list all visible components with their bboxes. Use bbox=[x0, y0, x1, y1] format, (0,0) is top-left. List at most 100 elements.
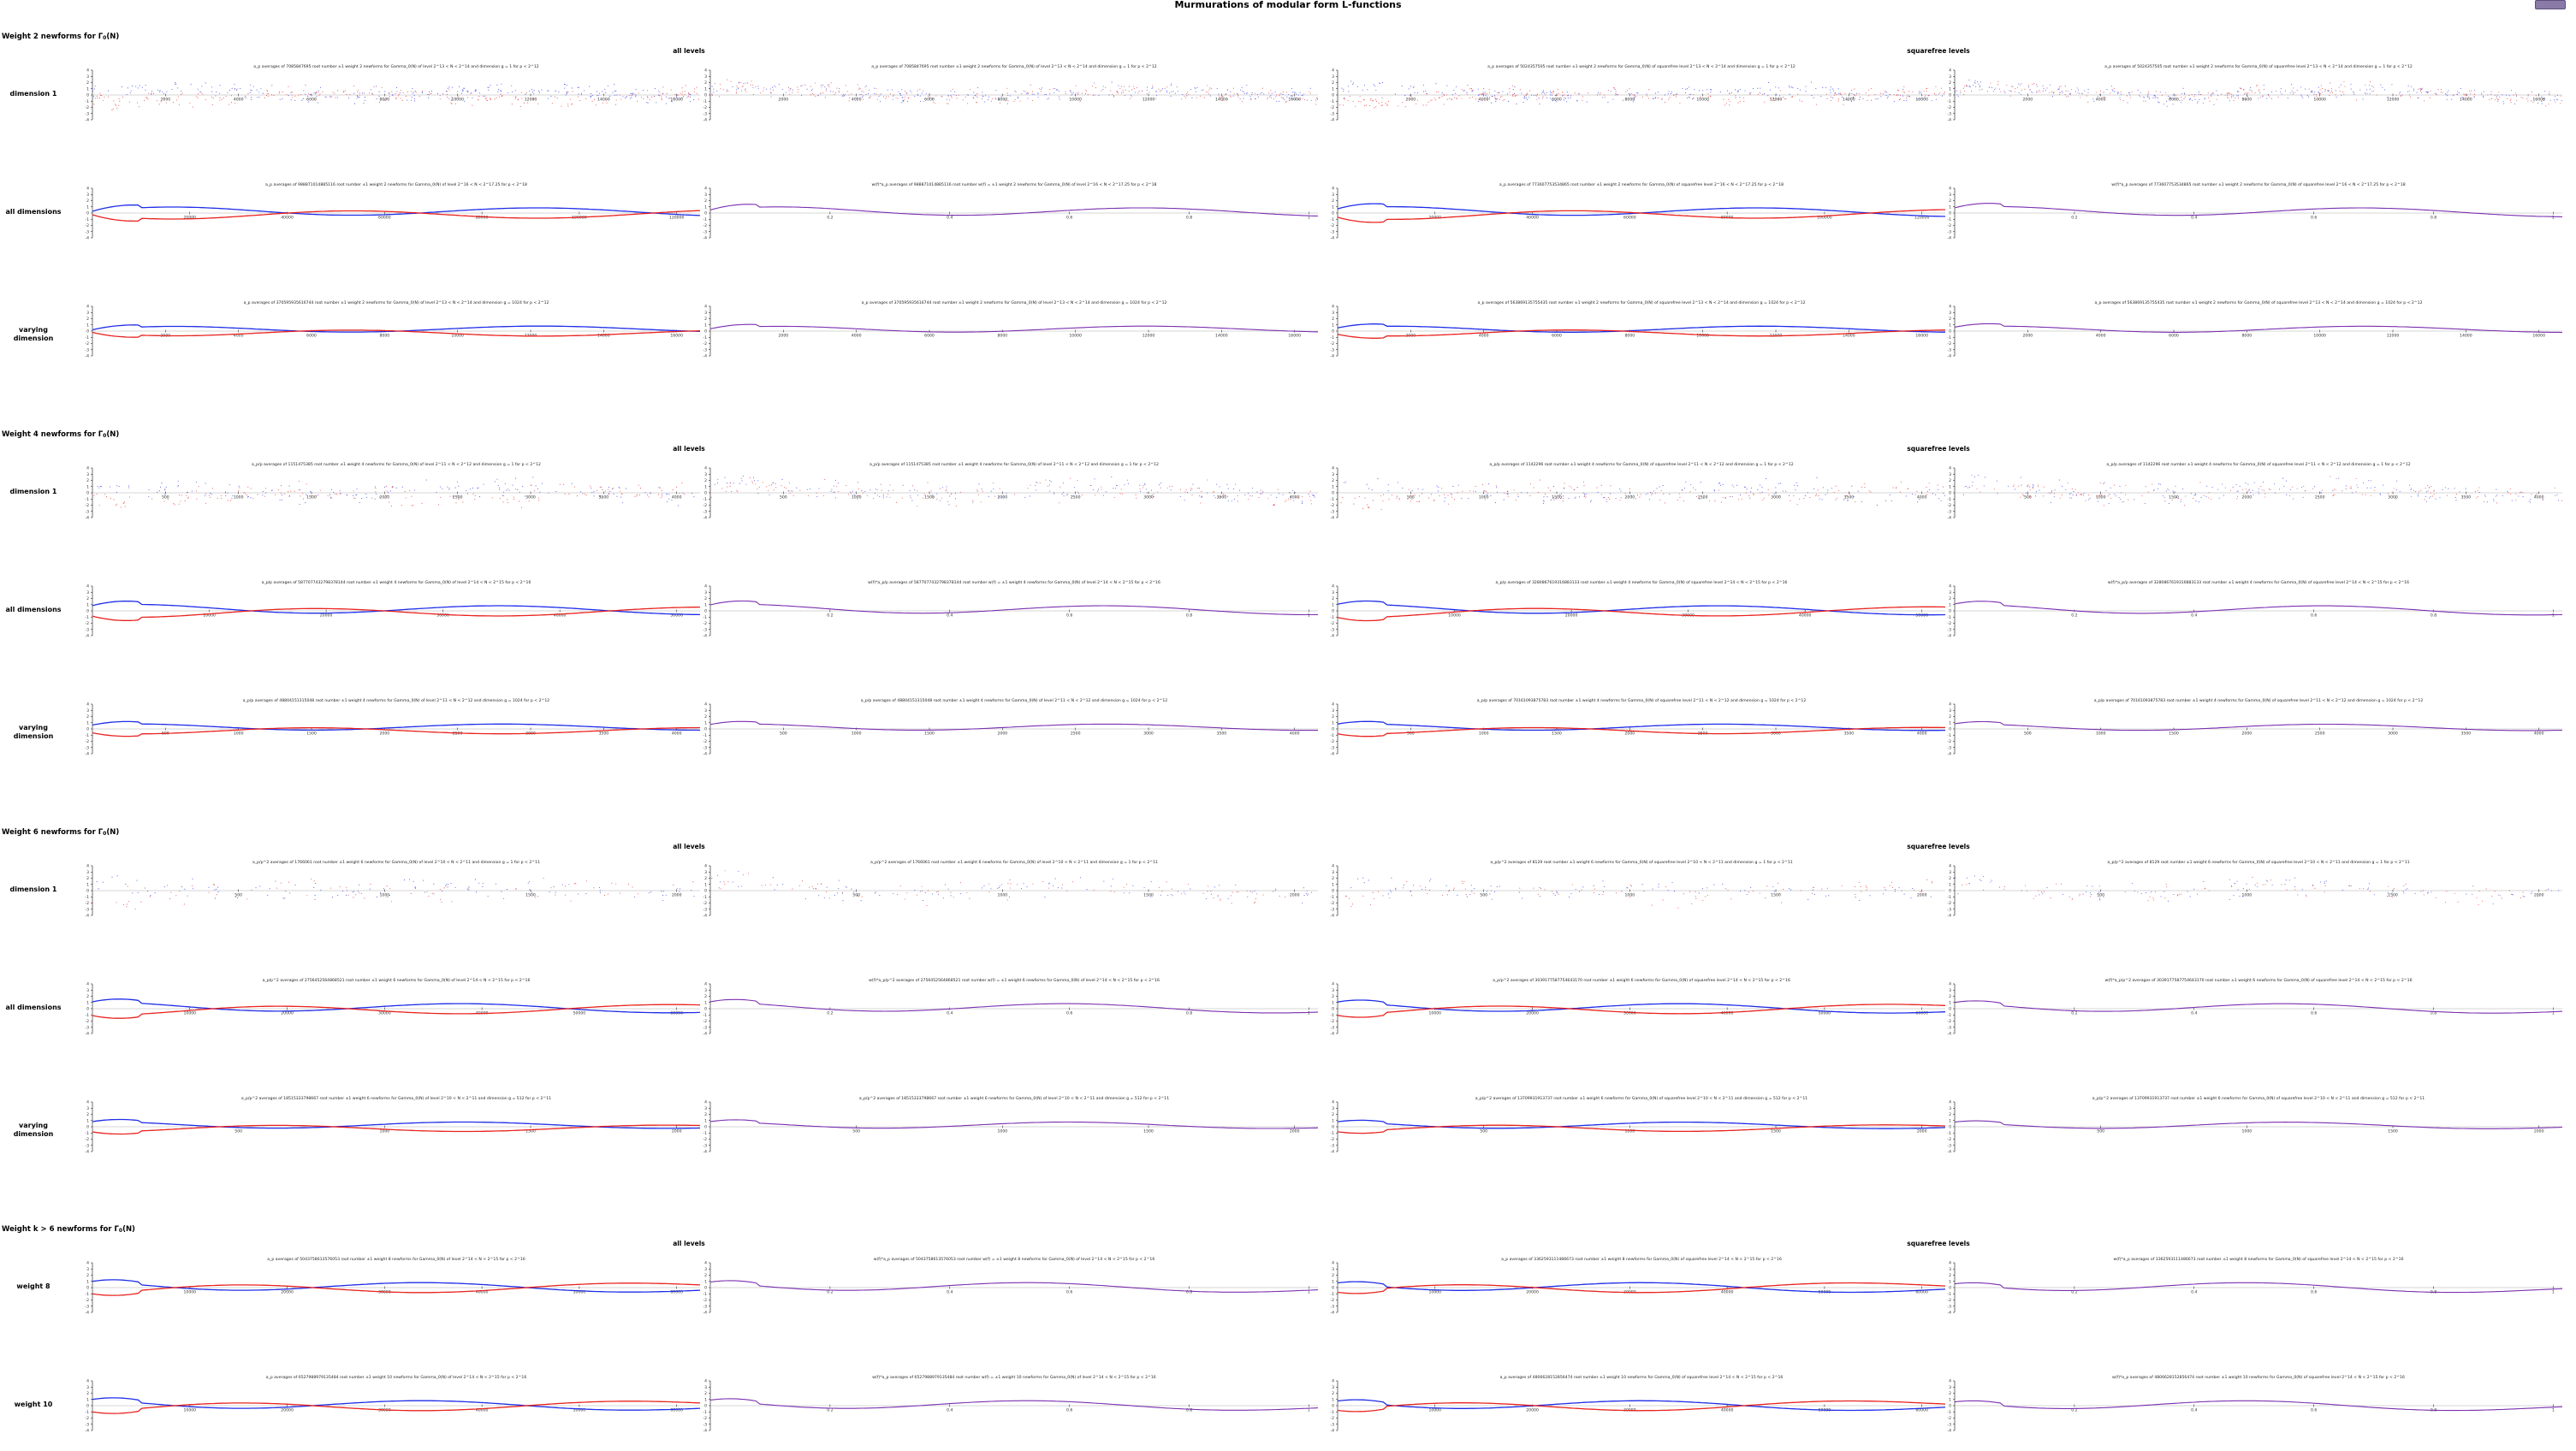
y-tick-label: 3 bbox=[704, 708, 707, 714]
data-point bbox=[1040, 88, 1042, 91]
data-point bbox=[834, 94, 835, 96]
data-point bbox=[1529, 90, 1531, 92]
data-point bbox=[1541, 92, 1543, 94]
data-point bbox=[747, 82, 749, 84]
data-point bbox=[2306, 95, 2308, 97]
data-point bbox=[2129, 94, 2131, 96]
row-label: all dimensions bbox=[5, 208, 62, 216]
series-line-even bbox=[1337, 600, 1946, 616]
data-point bbox=[2510, 102, 2512, 104]
data-point bbox=[234, 102, 236, 104]
menu-button[interactable] bbox=[2535, 0, 2566, 9]
data-point bbox=[843, 94, 845, 97]
data-point bbox=[2455, 494, 2457, 495]
y-tick-label: 0 bbox=[1949, 609, 1951, 614]
data-point bbox=[635, 95, 637, 97]
data-point bbox=[375, 488, 377, 489]
data-point bbox=[1355, 105, 1356, 107]
plot-s2-r0-p2: a_p/p^2 averages of 8129 root number ±1 … bbox=[1330, 860, 1945, 919]
data-point bbox=[1303, 93, 1305, 95]
data-point bbox=[1679, 103, 1681, 104]
x-tick-label: 40000 bbox=[554, 613, 567, 619]
data-point bbox=[2120, 498, 2122, 500]
data-point bbox=[937, 891, 939, 892]
data-point bbox=[1507, 490, 1509, 492]
data-point bbox=[2308, 88, 2310, 90]
data-point bbox=[1707, 93, 1709, 95]
x-tick-label: 6000 bbox=[306, 334, 317, 339]
data-point bbox=[2081, 92, 2083, 94]
data-point bbox=[313, 886, 315, 888]
data-point bbox=[1387, 490, 1389, 492]
data-point bbox=[1761, 491, 1763, 493]
data-point bbox=[2110, 487, 2111, 489]
data-point bbox=[500, 93, 502, 95]
data-point bbox=[1170, 95, 1172, 98]
data-point bbox=[1616, 892, 1617, 894]
data-point bbox=[917, 94, 918, 97]
data-point bbox=[2087, 92, 2089, 93]
data-point bbox=[514, 477, 517, 479]
data-point bbox=[1954, 86, 1956, 88]
data-point bbox=[751, 481, 753, 483]
data-point bbox=[613, 493, 614, 495]
data-point bbox=[846, 886, 847, 888]
data-point bbox=[271, 85, 273, 86]
data-point bbox=[1560, 493, 1562, 495]
y-tick-label: 2 bbox=[1332, 80, 1334, 86]
data-point bbox=[1181, 893, 1183, 895]
data-point bbox=[538, 90, 540, 92]
y-tick-label: -3 bbox=[703, 627, 707, 632]
data-point bbox=[834, 894, 835, 896]
data-point bbox=[1943, 493, 1944, 495]
x-tick-label: 4000 bbox=[852, 334, 862, 339]
data-point bbox=[1891, 886, 1893, 888]
data-point bbox=[1713, 489, 1715, 491]
y-tick-label: 0 bbox=[86, 727, 89, 732]
data-point bbox=[711, 878, 713, 879]
data-point bbox=[650, 891, 652, 892]
data-point bbox=[2490, 93, 2492, 95]
data-point bbox=[2191, 94, 2193, 96]
y-tick-label: -4 bbox=[1330, 354, 1334, 359]
data-point bbox=[436, 93, 438, 95]
data-point bbox=[445, 885, 447, 887]
data-point bbox=[1124, 892, 1125, 894]
data-point bbox=[1562, 500, 1564, 502]
data-point bbox=[1477, 94, 1480, 96]
data-point bbox=[2549, 99, 2551, 101]
data-point bbox=[1306, 99, 1308, 101]
data-point bbox=[302, 98, 304, 100]
y-tick-label: 4 bbox=[86, 187, 89, 192]
data-point bbox=[2087, 101, 2089, 103]
data-point bbox=[1071, 93, 1073, 95]
data-point bbox=[1166, 881, 1167, 883]
data-point bbox=[1158, 88, 1160, 90]
data-point bbox=[93, 495, 95, 496]
data-point bbox=[974, 94, 976, 96]
data-point bbox=[461, 89, 463, 91]
data-point bbox=[503, 897, 505, 900]
data-point bbox=[751, 84, 754, 86]
data-point bbox=[2236, 495, 2239, 497]
x-tick-label: 0.2 bbox=[827, 613, 833, 619]
data-point bbox=[1775, 86, 1777, 88]
data-point bbox=[955, 95, 957, 97]
data-point bbox=[662, 93, 664, 95]
x-tick-label: 14000 bbox=[1843, 334, 1855, 339]
data-point bbox=[1339, 104, 1341, 106]
y-tick-label: 4 bbox=[1949, 68, 1951, 74]
data-point bbox=[1484, 490, 1486, 492]
data-point bbox=[221, 98, 223, 100]
data-point bbox=[1507, 493, 1509, 495]
data-point bbox=[220, 498, 223, 500]
data-point bbox=[1837, 98, 1840, 100]
data-point bbox=[1475, 490, 1476, 492]
data-point bbox=[716, 874, 718, 876]
data-point bbox=[830, 82, 832, 84]
data-point bbox=[1935, 86, 1937, 87]
data-point bbox=[411, 99, 413, 101]
data-point bbox=[1059, 486, 1061, 488]
column-heading-squarefree-levels: squarefree levels bbox=[1907, 445, 1970, 453]
data-point bbox=[230, 102, 233, 104]
